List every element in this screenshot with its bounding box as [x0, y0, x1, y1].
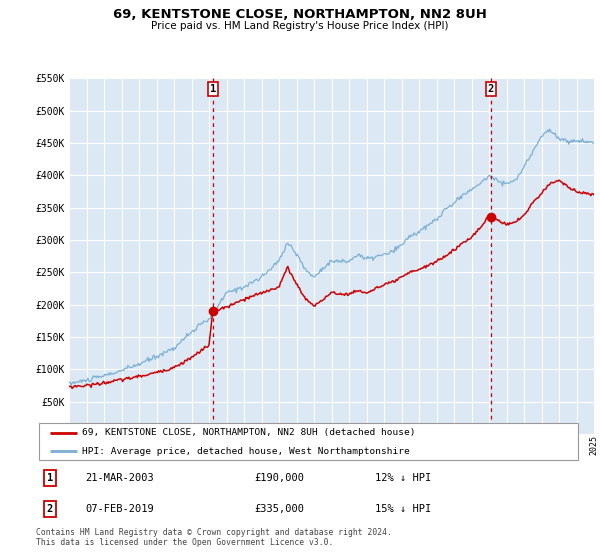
Text: Contains HM Land Registry data © Crown copyright and database right 2024.
This d: Contains HM Land Registry data © Crown c… — [36, 528, 392, 547]
Text: £190,000: £190,000 — [254, 473, 304, 483]
Text: 2: 2 — [488, 84, 494, 94]
Text: Price paid vs. HM Land Registry's House Price Index (HPI): Price paid vs. HM Land Registry's House … — [151, 21, 449, 31]
Text: 2: 2 — [47, 504, 53, 514]
Text: 15% ↓ HPI: 15% ↓ HPI — [374, 504, 431, 514]
Text: 07-FEB-2019: 07-FEB-2019 — [85, 504, 154, 514]
Text: 1: 1 — [47, 473, 53, 483]
FancyBboxPatch shape — [39, 423, 578, 460]
Text: 69, KENTSTONE CLOSE, NORTHAMPTON, NN2 8UH (detached house): 69, KENTSTONE CLOSE, NORTHAMPTON, NN2 8U… — [82, 428, 416, 437]
Text: 1: 1 — [210, 84, 216, 94]
Text: 21-MAR-2003: 21-MAR-2003 — [85, 473, 154, 483]
Text: £335,000: £335,000 — [254, 504, 304, 514]
Text: 69, KENTSTONE CLOSE, NORTHAMPTON, NN2 8UH: 69, KENTSTONE CLOSE, NORTHAMPTON, NN2 8U… — [113, 8, 487, 21]
Text: 12% ↓ HPI: 12% ↓ HPI — [374, 473, 431, 483]
Text: HPI: Average price, detached house, West Northamptonshire: HPI: Average price, detached house, West… — [82, 447, 410, 456]
